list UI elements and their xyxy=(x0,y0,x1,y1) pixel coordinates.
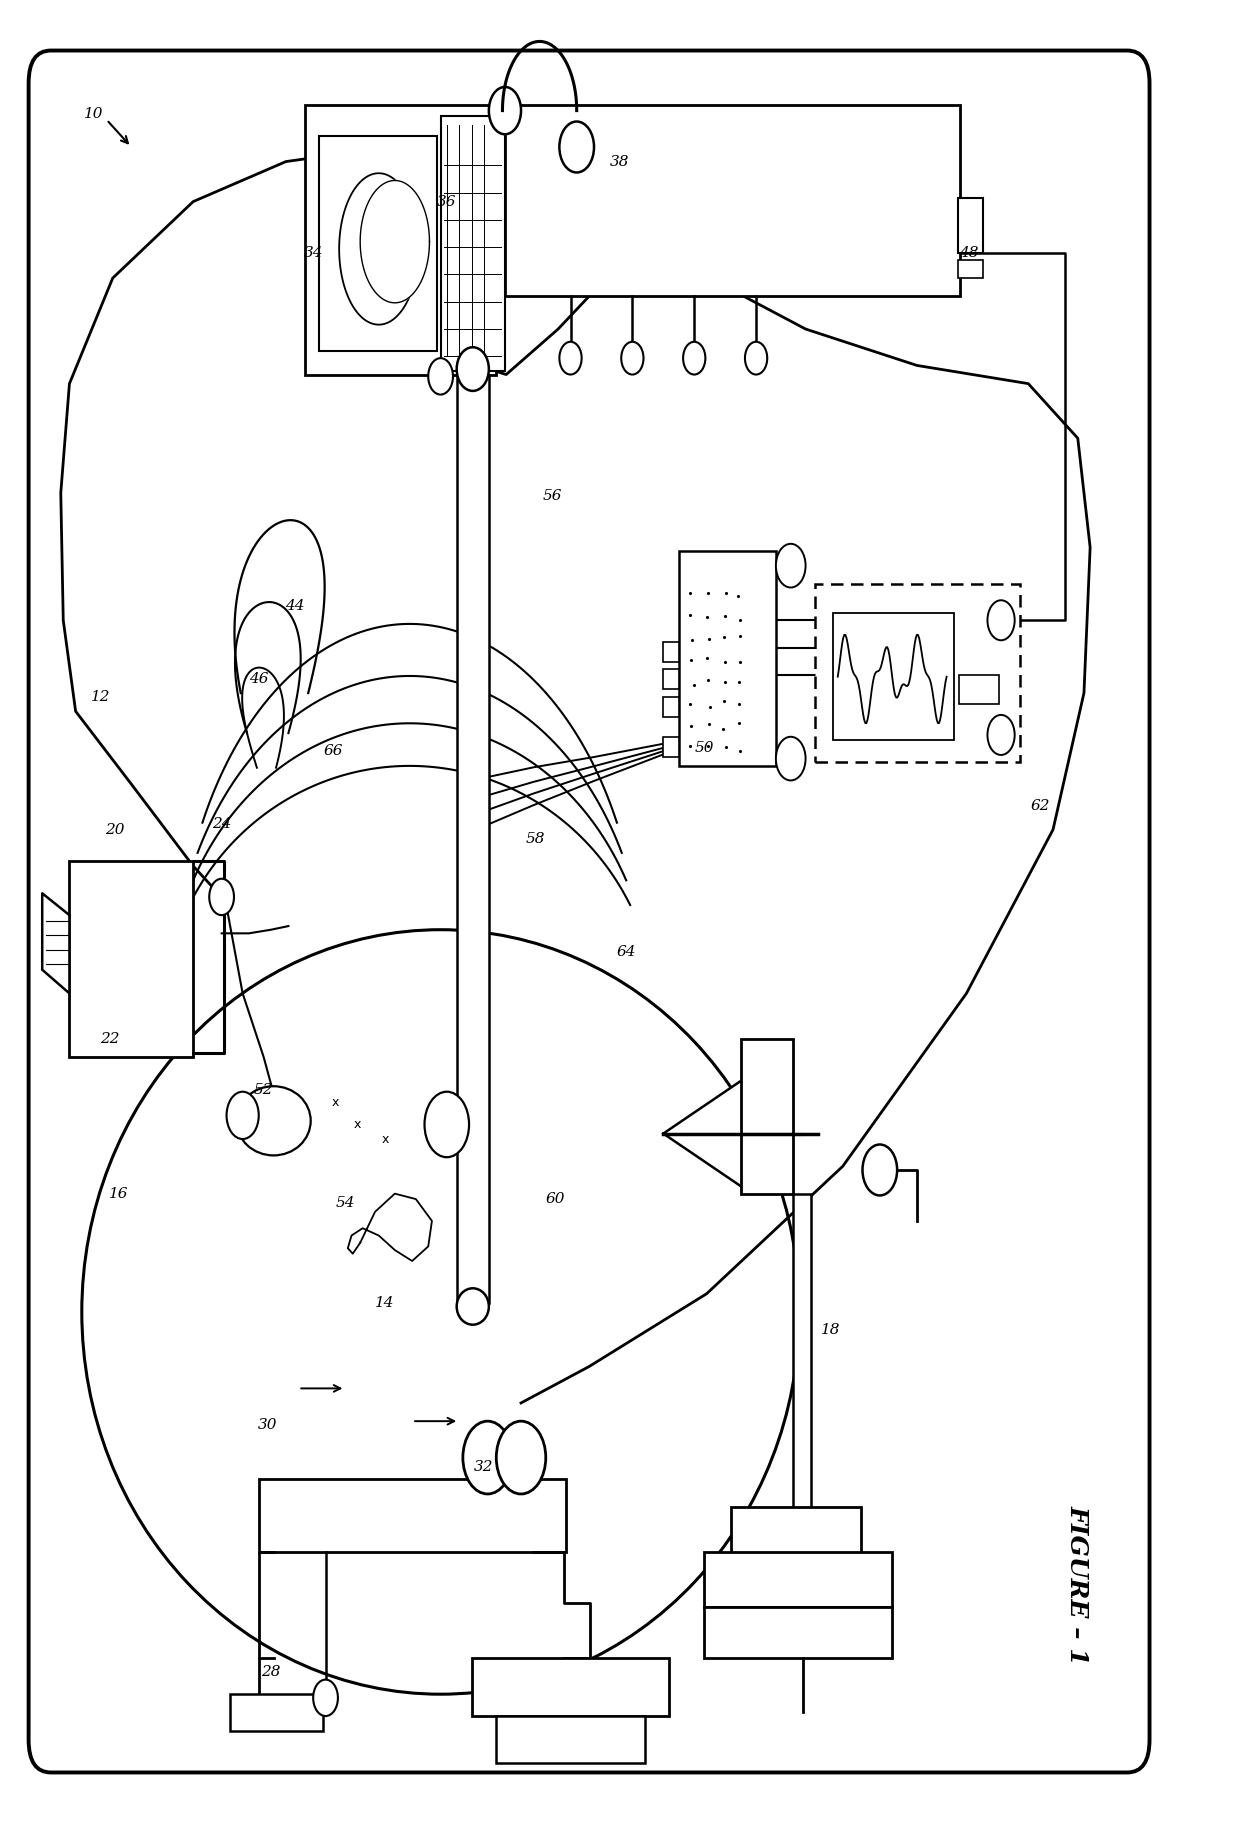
Text: 32: 32 xyxy=(474,1460,494,1473)
Text: 36: 36 xyxy=(436,195,456,208)
Ellipse shape xyxy=(456,346,489,390)
Bar xyxy=(957,199,982,253)
Text: 30: 30 xyxy=(258,1418,278,1431)
Circle shape xyxy=(428,357,453,394)
Bar xyxy=(742,1039,794,1194)
Circle shape xyxy=(863,1145,897,1196)
Text: 62: 62 xyxy=(1030,798,1050,813)
Text: x: x xyxy=(381,1132,388,1145)
Text: x: x xyxy=(332,1096,339,1108)
Text: 54: 54 xyxy=(336,1196,355,1210)
Bar xyxy=(231,1694,324,1730)
Text: 12: 12 xyxy=(91,689,110,704)
Text: 16: 16 xyxy=(109,1187,129,1201)
Text: 18: 18 xyxy=(821,1323,839,1336)
Bar xyxy=(663,736,680,757)
Circle shape xyxy=(987,600,1014,640)
Text: 52: 52 xyxy=(254,1083,274,1097)
Bar xyxy=(663,669,680,689)
Text: 48: 48 xyxy=(960,246,978,259)
Circle shape xyxy=(621,341,644,374)
Text: 20: 20 xyxy=(105,822,125,837)
Bar xyxy=(456,374,489,1303)
FancyBboxPatch shape xyxy=(29,51,1149,1772)
Bar xyxy=(663,696,680,716)
Text: 56: 56 xyxy=(542,490,562,503)
Circle shape xyxy=(496,1422,546,1495)
Bar xyxy=(69,860,193,1057)
Text: 14: 14 xyxy=(376,1296,394,1311)
Text: FIGURE – 1: FIGURE – 1 xyxy=(1065,1506,1090,1664)
Text: 58: 58 xyxy=(526,831,546,846)
Polygon shape xyxy=(42,893,69,994)
Text: 44: 44 xyxy=(285,598,304,613)
Polygon shape xyxy=(360,180,429,303)
Ellipse shape xyxy=(237,1087,311,1156)
Text: 60: 60 xyxy=(546,1192,565,1207)
Circle shape xyxy=(463,1422,512,1495)
Circle shape xyxy=(559,122,594,173)
Bar xyxy=(794,1194,811,1511)
Text: 34: 34 xyxy=(304,246,322,259)
Bar xyxy=(305,106,496,374)
Bar xyxy=(957,261,982,279)
Text: x: x xyxy=(355,1117,361,1130)
Circle shape xyxy=(776,736,806,780)
Bar xyxy=(704,1551,893,1606)
Bar xyxy=(505,106,960,297)
Circle shape xyxy=(987,715,1014,755)
Circle shape xyxy=(314,1679,339,1715)
Bar xyxy=(320,137,436,350)
Ellipse shape xyxy=(82,930,800,1694)
Bar xyxy=(663,642,680,662)
Text: 64: 64 xyxy=(616,944,636,959)
Circle shape xyxy=(745,341,768,374)
Circle shape xyxy=(424,1092,469,1158)
Text: 46: 46 xyxy=(249,671,269,685)
Text: 22: 22 xyxy=(100,1032,120,1046)
Text: 38: 38 xyxy=(610,155,630,168)
Circle shape xyxy=(559,341,582,374)
Polygon shape xyxy=(340,173,418,324)
Circle shape xyxy=(210,879,234,915)
Ellipse shape xyxy=(456,1289,489,1325)
Bar xyxy=(732,1508,862,1557)
Text: 28: 28 xyxy=(262,1666,280,1679)
Bar xyxy=(959,675,998,704)
Text: 50: 50 xyxy=(694,740,714,755)
Bar xyxy=(259,1480,565,1551)
Polygon shape xyxy=(663,1079,744,1189)
Bar xyxy=(471,1657,670,1715)
Circle shape xyxy=(489,88,521,135)
Bar xyxy=(440,117,505,370)
Bar xyxy=(680,551,776,766)
Text: 10: 10 xyxy=(84,108,104,122)
Text: 66: 66 xyxy=(324,744,342,758)
Bar xyxy=(496,1715,645,1763)
FancyBboxPatch shape xyxy=(816,583,1019,762)
Circle shape xyxy=(776,543,806,587)
Bar xyxy=(833,613,954,740)
Bar xyxy=(704,1606,893,1657)
Text: 24: 24 xyxy=(212,817,232,831)
Circle shape xyxy=(227,1092,259,1139)
Circle shape xyxy=(683,341,706,374)
